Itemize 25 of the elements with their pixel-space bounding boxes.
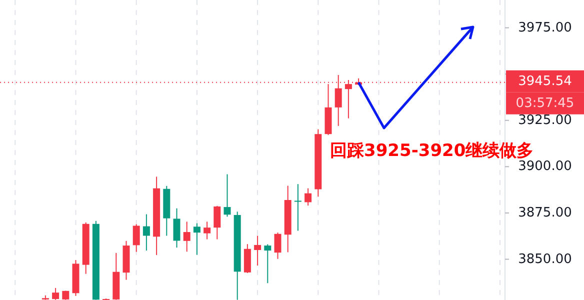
candlestick (142, 214, 150, 252)
text: 03:57:45 (516, 96, 574, 111)
candlestick (62, 290, 70, 300)
ref-line-label: 3945.54 (518, 74, 572, 89)
candlestick (274, 232, 282, 260)
candlestick (254, 235, 262, 266)
candlestick (224, 174, 231, 218)
candlestick (304, 188, 312, 206)
y-tick-label: 3925.00 (518, 112, 572, 128)
y-tick-label: 3875.00 (518, 205, 572, 220)
candlestick (214, 205, 221, 240)
candlestick (173, 208, 180, 248)
candlestick (183, 221, 190, 252)
candlestick (52, 287, 60, 300)
y-tick-label: 3850.00 (518, 252, 572, 267)
annotation: 回踩3925-3920继续做多 (330, 141, 534, 161)
candlestick (294, 184, 302, 232)
candlestick (204, 221, 211, 240)
candlestick (244, 244, 251, 274)
candlestick (132, 224, 140, 252)
candlestick (193, 222, 200, 256)
y-tick-label: 3975.00 (518, 20, 572, 36)
y-tick-label: 3900.00 (518, 159, 572, 174)
candlestick (344, 80, 352, 119)
candlestick (264, 244, 272, 284)
